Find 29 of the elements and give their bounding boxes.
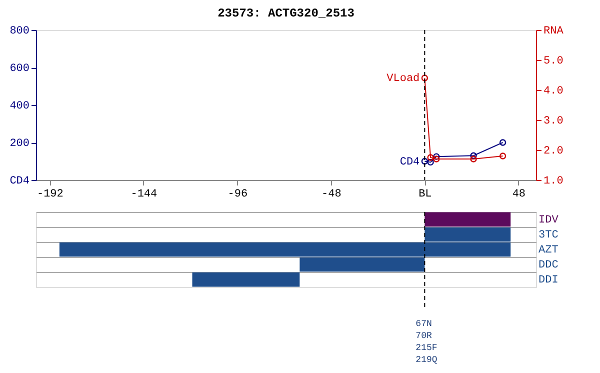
y2-tick-label: 4.0 <box>544 86 564 98</box>
y-tick-label: 600 <box>10 63 30 75</box>
y-tick-label: 200 <box>10 138 30 150</box>
y2-tick-label: 5.0 <box>544 56 564 68</box>
y-tick-label: DDI <box>538 274 558 287</box>
x-tick-label: 48 <box>512 188 526 200</box>
text: 67N <box>416 319 432 329</box>
series-label: VLoad <box>386 73 420 85</box>
y-tick-label: CD4 <box>10 176 30 188</box>
y2-tick-label: 3.0 <box>544 116 564 128</box>
x-tick-label: BL <box>418 188 432 200</box>
y-tick-label: IDV <box>538 214 559 226</box>
text: 215F <box>416 343 438 353</box>
x-tick-label: -144 <box>130 188 158 200</box>
y2-tick-label: 2.0 <box>544 146 564 158</box>
chart-title: 23573: ACTG320_2513 <box>218 6 354 20</box>
y2-tick-label: RNA <box>544 26 564 38</box>
y-tick-label: 400 <box>10 100 30 112</box>
x-tick-label: -192 <box>36 188 64 200</box>
y-tick-label: 3TC <box>538 229 559 242</box>
text: 70R <box>416 331 432 341</box>
y-tick-label: DDC <box>538 260 559 272</box>
y-tick-label: AZT <box>538 244 559 256</box>
y-tick-label: 800 <box>10 26 30 38</box>
x-tick-label: -48 <box>322 188 342 200</box>
series-label: CD4 <box>400 156 420 168</box>
x-tick-label: -96 <box>228 188 248 200</box>
y2-tick-label: 1.0 <box>544 176 564 188</box>
text: 219Q <box>416 355 438 365</box>
